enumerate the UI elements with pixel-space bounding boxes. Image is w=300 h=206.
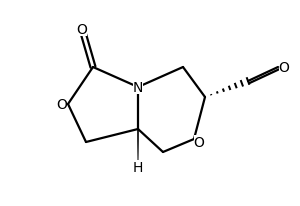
Text: O: O [279, 61, 289, 75]
Text: O: O [76, 23, 87, 37]
Text: O: O [194, 135, 204, 149]
Polygon shape [137, 129, 139, 167]
Text: N: N [133, 81, 143, 95]
Text: O: O [57, 97, 68, 111]
Text: H: H [133, 160, 143, 174]
